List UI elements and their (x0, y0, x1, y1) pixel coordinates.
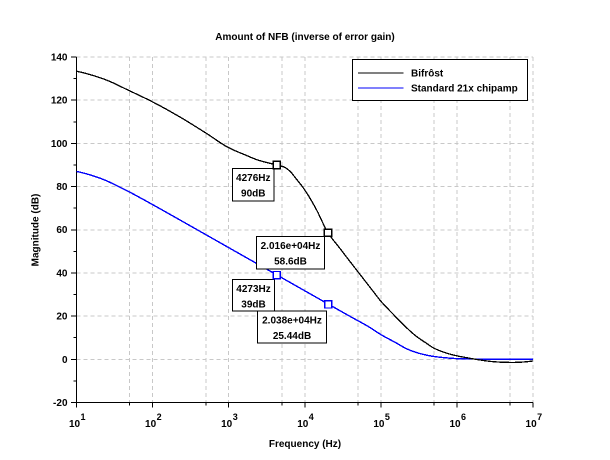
svg-text:6: 6 (461, 412, 466, 422)
svg-text:4: 4 (309, 412, 314, 422)
svg-text:10: 10 (221, 419, 233, 430)
svg-text:120: 120 (51, 96, 68, 107)
svg-text:10: 10 (449, 419, 461, 430)
svg-text:40: 40 (56, 268, 68, 279)
svg-text:60: 60 (56, 225, 68, 236)
svg-text:2.016e+04Hz: 2.016e+04Hz (261, 241, 321, 252)
svg-text:2.038e+04Hz: 2.038e+04Hz (262, 316, 322, 327)
svg-text:-20: -20 (53, 398, 68, 409)
svg-text:10: 10 (526, 419, 538, 430)
svg-text:4276Hz: 4276Hz (236, 173, 270, 184)
svg-text:140: 140 (51, 53, 68, 64)
svg-text:Bifrôst: Bifrôst (411, 69, 444, 80)
svg-text:39dB: 39dB (241, 300, 265, 311)
svg-text:0: 0 (62, 355, 68, 366)
svg-text:2: 2 (157, 412, 162, 422)
svg-text:1: 1 (81, 412, 86, 422)
svg-text:10: 10 (297, 419, 309, 430)
svg-text:Magnitude (dB): Magnitude (dB) (31, 194, 42, 267)
svg-text:20: 20 (56, 312, 68, 323)
svg-text:10: 10 (373, 419, 385, 430)
svg-text:3: 3 (233, 412, 238, 422)
svg-text:25.44dB: 25.44dB (273, 331, 311, 342)
svg-text:Frequency (Hz): Frequency (Hz) (269, 439, 341, 450)
svg-text:58.6dB: 58.6dB (274, 257, 307, 268)
svg-text:5: 5 (385, 412, 390, 422)
svg-text:10: 10 (145, 419, 157, 430)
svg-text:80: 80 (56, 182, 68, 193)
svg-text:Standard 21x chipamp: Standard 21x chipamp (411, 84, 518, 95)
svg-text:Amount of NFB (inverse of erro: Amount of NFB (inverse of error gain) (215, 32, 394, 43)
svg-text:10: 10 (69, 419, 81, 430)
svg-text:90dB: 90dB (241, 189, 265, 200)
svg-text:7: 7 (537, 412, 542, 422)
svg-text:100: 100 (51, 139, 68, 150)
svg-text:4273Hz: 4273Hz (236, 284, 270, 295)
